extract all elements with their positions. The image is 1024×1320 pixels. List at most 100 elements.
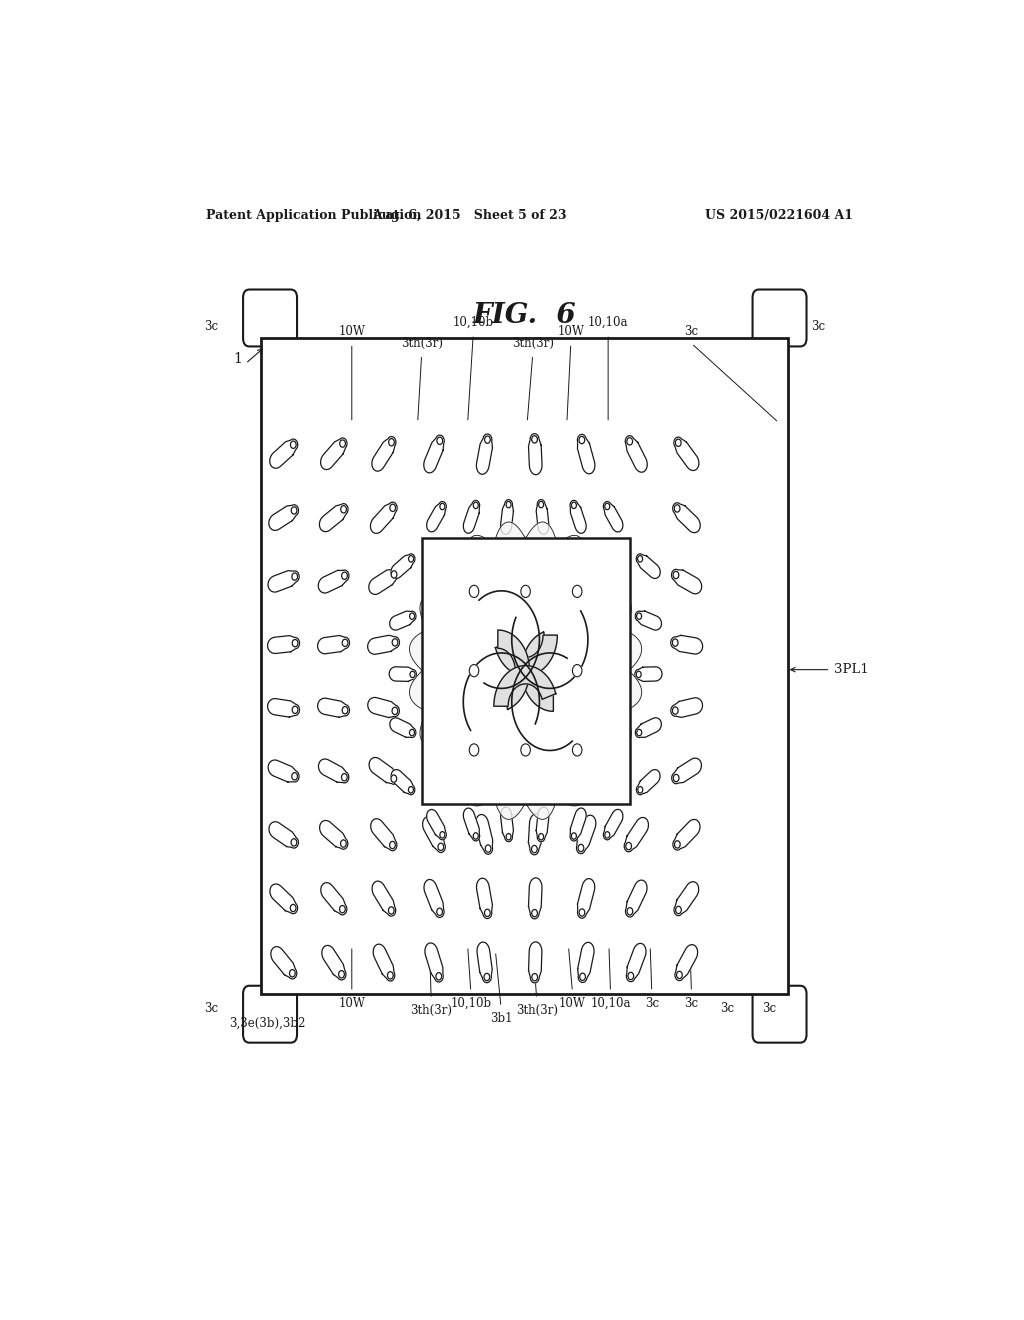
- Polygon shape: [318, 570, 349, 593]
- Text: 3th(3r): 3th(3r): [512, 337, 554, 350]
- FancyBboxPatch shape: [243, 986, 297, 1043]
- Polygon shape: [425, 942, 443, 982]
- Circle shape: [410, 730, 415, 735]
- Text: 10,10a: 10,10a: [590, 997, 631, 1010]
- Circle shape: [339, 970, 344, 978]
- Circle shape: [638, 556, 643, 562]
- Polygon shape: [372, 437, 396, 471]
- Circle shape: [627, 438, 633, 445]
- Text: 3c: 3c: [684, 325, 698, 338]
- Polygon shape: [369, 758, 398, 784]
- Polygon shape: [267, 636, 300, 653]
- Polygon shape: [671, 635, 702, 653]
- Polygon shape: [635, 718, 662, 738]
- Circle shape: [392, 708, 397, 714]
- Polygon shape: [391, 554, 415, 578]
- Circle shape: [473, 833, 478, 840]
- Polygon shape: [410, 521, 642, 820]
- Polygon shape: [318, 759, 349, 783]
- Polygon shape: [674, 437, 699, 470]
- Circle shape: [637, 612, 642, 619]
- Circle shape: [572, 664, 582, 677]
- Circle shape: [531, 845, 538, 853]
- Circle shape: [572, 744, 582, 756]
- Polygon shape: [371, 502, 397, 533]
- Text: 3c: 3c: [762, 1002, 776, 1015]
- Polygon shape: [322, 945, 346, 979]
- Circle shape: [673, 639, 678, 647]
- Circle shape: [626, 842, 632, 850]
- Circle shape: [390, 504, 395, 511]
- Polygon shape: [673, 503, 700, 533]
- Circle shape: [469, 585, 479, 598]
- Circle shape: [579, 845, 584, 851]
- Polygon shape: [270, 884, 298, 913]
- Text: 3c: 3c: [645, 997, 658, 1010]
- Circle shape: [605, 503, 609, 510]
- Text: 10,10b: 10,10b: [451, 997, 492, 1010]
- Polygon shape: [423, 817, 445, 853]
- Circle shape: [388, 907, 394, 915]
- Polygon shape: [267, 698, 299, 717]
- Circle shape: [440, 832, 444, 838]
- Circle shape: [627, 908, 633, 915]
- Polygon shape: [321, 883, 347, 915]
- Text: Patent Application Publication: Patent Application Publication: [206, 209, 421, 222]
- Polygon shape: [389, 667, 417, 681]
- Polygon shape: [424, 436, 444, 473]
- Polygon shape: [463, 808, 479, 841]
- Polygon shape: [501, 500, 513, 535]
- Circle shape: [410, 612, 415, 619]
- Text: 1: 1: [233, 351, 242, 366]
- Text: US 2015/0221604 A1: US 2015/0221604 A1: [705, 209, 853, 222]
- Circle shape: [389, 438, 394, 446]
- Polygon shape: [372, 882, 395, 916]
- Circle shape: [506, 502, 511, 508]
- Polygon shape: [368, 635, 399, 655]
- Polygon shape: [627, 944, 646, 982]
- Polygon shape: [537, 807, 549, 842]
- Text: 10W: 10W: [559, 997, 586, 1010]
- Polygon shape: [603, 502, 623, 532]
- Circle shape: [292, 639, 298, 647]
- Circle shape: [291, 441, 296, 449]
- Polygon shape: [317, 635, 349, 653]
- Text: 3c: 3c: [811, 321, 825, 333]
- Text: 10W: 10W: [338, 325, 366, 338]
- FancyBboxPatch shape: [753, 986, 807, 1043]
- Circle shape: [340, 440, 345, 447]
- Circle shape: [409, 556, 414, 562]
- Polygon shape: [537, 499, 549, 535]
- Polygon shape: [672, 758, 701, 784]
- FancyBboxPatch shape: [243, 289, 297, 346]
- Circle shape: [292, 772, 298, 780]
- Text: 3th(3r): 3th(3r): [516, 1005, 558, 1016]
- Circle shape: [387, 972, 393, 979]
- Circle shape: [676, 440, 681, 446]
- Circle shape: [290, 970, 295, 977]
- Circle shape: [674, 775, 679, 781]
- Text: 10,10a: 10,10a: [588, 317, 629, 329]
- Polygon shape: [319, 504, 348, 532]
- Polygon shape: [626, 880, 647, 917]
- Circle shape: [539, 502, 544, 508]
- Polygon shape: [578, 942, 594, 982]
- Polygon shape: [674, 882, 698, 916]
- Circle shape: [571, 502, 577, 508]
- Circle shape: [473, 502, 478, 508]
- Text: Aug. 6, 2015   Sheet 5 of 23: Aug. 6, 2015 Sheet 5 of 23: [372, 209, 566, 222]
- Polygon shape: [675, 945, 697, 981]
- Circle shape: [485, 845, 490, 853]
- Text: 10W: 10W: [338, 997, 366, 1010]
- Circle shape: [674, 504, 680, 512]
- Circle shape: [484, 436, 490, 444]
- Text: 3c: 3c: [204, 1002, 218, 1015]
- Circle shape: [341, 840, 346, 847]
- Circle shape: [292, 706, 298, 714]
- Polygon shape: [528, 878, 542, 919]
- Bar: [261, 338, 788, 994]
- Polygon shape: [521, 632, 553, 711]
- Circle shape: [291, 507, 297, 513]
- Circle shape: [292, 573, 298, 581]
- Circle shape: [521, 585, 530, 598]
